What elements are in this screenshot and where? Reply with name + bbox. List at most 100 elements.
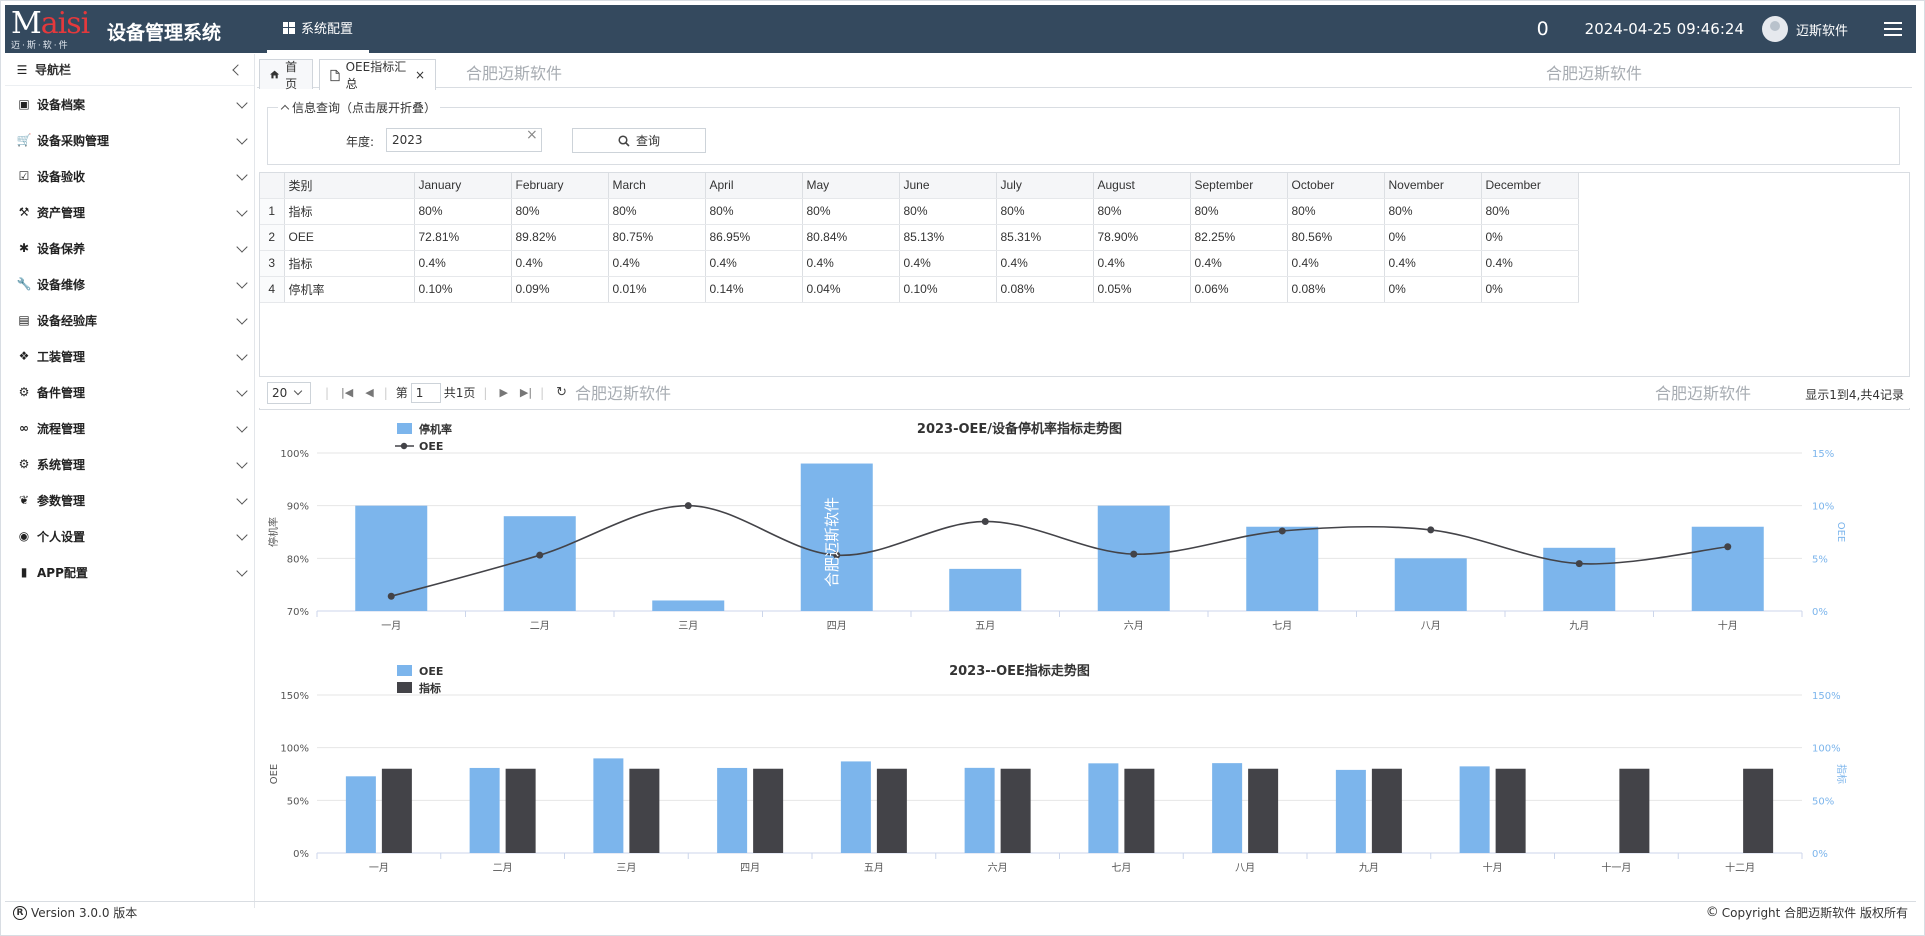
table-row[interactable]: 1 指标 80% 80% 80% 80% 80% 80% 80% 80% 80% 80% 80% 80% xyxy=(260,198,1579,225)
column-header[interactable]: April xyxy=(705,173,803,199)
search-icon xyxy=(618,134,630,147)
page-size-value: 20 xyxy=(272,385,288,400)
chart-title: 2023--OEE指标走势图 xyxy=(949,663,1090,679)
table-cell: 82.25% xyxy=(1190,224,1288,251)
column-header[interactable]: 类别 xyxy=(284,173,415,199)
column-header[interactable]: May xyxy=(802,173,900,199)
leaf-icon: ❦ xyxy=(18,493,30,507)
tab-home[interactable]: 首页 xyxy=(259,59,313,91)
table-cell: 80.75% xyxy=(608,224,706,251)
sidebar-item-13[interactable]: ◉ 个人设置 xyxy=(5,518,254,554)
brand-logo: Maisi 迈·斯·软·件 xyxy=(11,9,95,52)
file-outline-icon xyxy=(330,69,340,81)
table-row[interactable]: 4 停机率 0.10% 0.09% 0.01% 0.14% 0.04% 0.10% 0.08% 0… xyxy=(260,276,1579,303)
query-panel-toggle[interactable]: 信息查询（点击展开折叠） xyxy=(278,99,441,116)
column-header[interactable]: June xyxy=(899,173,997,199)
sidebar-item-3[interactable]: ☑ 设备验收 xyxy=(5,158,254,194)
table-cell: 0.10% xyxy=(899,276,997,303)
sidebar-item-10[interactable]: ∞ 流程管理 xyxy=(5,410,254,446)
prev-page-icon[interactable]: ◀ xyxy=(365,386,374,399)
clear-icon[interactable]: × xyxy=(526,127,538,143)
column-header[interactable]: December xyxy=(1481,173,1579,199)
search-button[interactable]: 查询 xyxy=(572,128,706,153)
column-header[interactable]: February xyxy=(511,173,609,199)
x-tick-label: 七月 xyxy=(1272,620,1292,632)
column-header[interactable]: March xyxy=(608,173,706,199)
column-header[interactable]: September xyxy=(1190,173,1288,199)
table-cell: 80% xyxy=(1384,198,1482,225)
year-input[interactable]: 2023 xyxy=(386,128,542,152)
line-marker xyxy=(1724,543,1732,551)
column-header[interactable]: August xyxy=(1093,173,1191,199)
y-tick-label: 100% xyxy=(280,449,309,460)
column-header[interactable]: October xyxy=(1287,173,1385,199)
chevron-down-icon xyxy=(236,421,248,433)
bar xyxy=(1459,766,1490,853)
nav-system-config[interactable]: 系统配置 xyxy=(267,5,370,53)
sidebar-item-5[interactable]: ✱ 设备保养 xyxy=(5,230,254,266)
bar xyxy=(1124,768,1155,853)
x-tick-label: 二月 xyxy=(493,862,513,874)
search-button-label: 查询 xyxy=(635,134,660,148)
sidebar-item-8[interactable]: ❖ 工装管理 xyxy=(5,338,254,374)
table-cell: 80% xyxy=(996,198,1094,225)
cart-icon: 🛒 xyxy=(16,133,32,147)
next-page-icon[interactable]: ▶ xyxy=(499,386,508,399)
refresh-icon[interactable]: ↻ xyxy=(556,385,568,400)
x-tick-label: 二月 xyxy=(530,620,550,632)
chevron-down-icon xyxy=(294,386,303,396)
table-row[interactable]: 2 OEE 72.81% 89.82% 80.75% 86.95% 80.84% 85.13%… xyxy=(260,224,1579,251)
gavel-icon: ⚒ xyxy=(18,205,30,219)
y-tick-label: 150% xyxy=(280,691,309,702)
series-line xyxy=(391,504,1728,598)
y2-tick-label: 150% xyxy=(1812,691,1841,702)
table-cell: 0.4% xyxy=(608,250,706,277)
collapse-icon[interactable] xyxy=(232,64,244,76)
column-header[interactable]: July xyxy=(996,173,1094,199)
sidebar-item-1[interactable]: ▣ 设备档案 xyxy=(5,86,254,122)
file-icon: ▮ xyxy=(20,565,28,579)
sidebar-item-14[interactable]: ▮ APP配置 xyxy=(5,554,254,590)
sidebar-item-2[interactable]: 🛒 设备采购管理 xyxy=(5,122,254,158)
bar xyxy=(1248,768,1279,853)
sidebar-item-9[interactable]: ⚙ 备件管理 xyxy=(5,374,254,410)
last-page-icon[interactable]: ▶| xyxy=(519,386,533,399)
sidebar-item-11[interactable]: ⚙ 系统管理 xyxy=(5,446,254,482)
x-tick-label: 八月 xyxy=(1421,620,1441,632)
user-name[interactable]: 迈斯软件 xyxy=(1795,23,1848,39)
page-size-select[interactable]: 20 xyxy=(267,381,311,404)
table-cell: 80% xyxy=(511,198,609,225)
table-cell: 0.4% xyxy=(414,250,512,277)
tab-oee-summary[interactable]: OEE指标汇总 × xyxy=(319,59,436,91)
line-marker xyxy=(1427,526,1435,534)
table-cell: 80% xyxy=(414,198,512,225)
table-cell: 0.4% xyxy=(899,250,997,277)
sidebar-item-4[interactable]: ⚒ 资产管理 xyxy=(5,194,254,230)
list-icon: ☰ xyxy=(16,62,28,77)
y-axis-title: OEE xyxy=(269,764,280,785)
sidebar-item-6[interactable]: 🔧 设备维修 xyxy=(5,266,254,302)
sidebar-header[interactable]: ☰ 导航栏 xyxy=(5,54,254,86)
app-title: 设备管理系统 xyxy=(107,22,222,44)
column-header[interactable]: November xyxy=(1384,173,1482,199)
notification-count[interactable]: 0 xyxy=(1536,18,1549,40)
table-cell: 85.31% xyxy=(996,224,1094,251)
tab-close-icon[interactable]: × xyxy=(414,68,425,82)
avatar[interactable] xyxy=(1761,16,1788,42)
charts-area: 2023-OEE/设备停机率指标走势图 70% 80% 90% 100% 0% 5% 10% 1… xyxy=(257,413,1912,903)
sidebar-item-label: 个人设置 xyxy=(37,529,86,544)
bar xyxy=(753,768,784,853)
watermark-text: 合肥迈斯软件 xyxy=(1655,384,1752,403)
table-row[interactable]: 3 指标 0.4% 0.4% 0.4% 0.4% 0.4% 0.4% 0.4% 0.4% 0.4% 0… xyxy=(260,250,1579,277)
column-header[interactable]: January xyxy=(414,173,512,199)
page-number-input[interactable]: 1 xyxy=(410,382,441,403)
sidebar-item-12[interactable]: ❦ 参数管理 xyxy=(5,482,254,518)
table-cell: 0.4% xyxy=(511,250,609,277)
menu-icon[interactable] xyxy=(1884,22,1902,36)
sidebar-empty-area xyxy=(5,592,255,908)
table-cell: 0.10% xyxy=(414,276,512,303)
first-page-icon[interactable]: |◀ xyxy=(341,386,354,399)
y2-tick-label: 15% xyxy=(1812,449,1834,460)
page-total: 共1页 xyxy=(443,386,476,400)
sidebar-item-7[interactable]: ▤ 设备经验库 xyxy=(5,302,254,338)
